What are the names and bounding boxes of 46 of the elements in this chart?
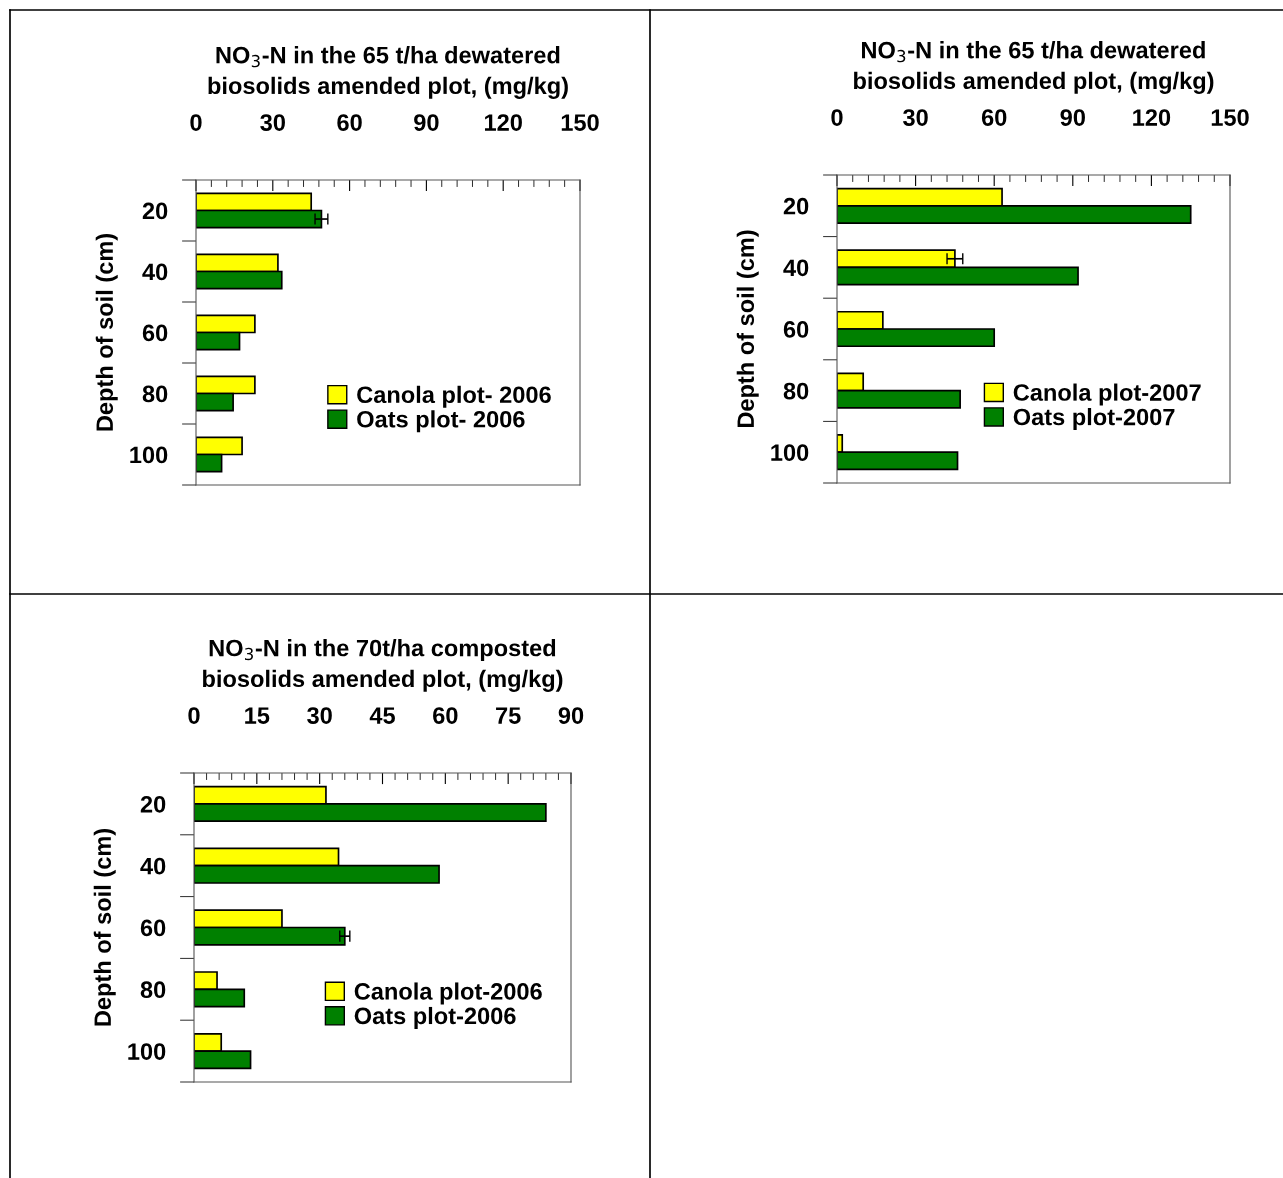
y-tick-label: 40 (142, 263, 168, 281)
x-tick-label: 0 (190, 114, 202, 131)
x-tick-label: 30 (307, 707, 332, 724)
y-axis-title: Depth of soil (cm) (95, 233, 118, 431)
x-tick-label: 60 (433, 707, 458, 724)
y-tick-label: 80 (783, 382, 809, 400)
y-tick-label: 80 (140, 981, 166, 999)
chart-title: NO$_{3}$-N in the 65 t/ha dewatered biosolids amended plot, (mg/kg) (854, 41, 1214, 94)
x-tick-label: 120 (484, 114, 522, 131)
y-tick-label: 80 (142, 385, 168, 403)
y-tick-label: 20 (783, 197, 809, 215)
x-tick-label: 60 (337, 114, 362, 131)
x-tick-label: 150 (1211, 109, 1249, 126)
x-tick-label: 30 (260, 114, 285, 131)
y-tick-label: 60 (783, 321, 809, 338)
x-tick-label: 60 (981, 109, 1007, 126)
x-tick-label: 0 (188, 707, 200, 724)
legend-label: Oats plot- 2006 (357, 410, 525, 433)
x-tick-label: 15 (245, 707, 270, 724)
x-tick-label: 120 (1133, 109, 1171, 126)
y-tick-label: 100 (128, 1043, 166, 1060)
chart-title: NO$_{3}$-N in the 65 t/ha dewatered biosolids amended plot, (mg/kg) (208, 46, 568, 99)
y-tick-label: 20 (142, 202, 168, 220)
y-tick-label: 100 (130, 446, 168, 464)
legend-label: Canola plot- 2006 (357, 385, 551, 408)
y-tick-label: 20 (140, 795, 166, 813)
y-tick-label: 40 (140, 857, 166, 875)
y-tick-label: 60 (140, 919, 166, 937)
x-tick-label: 150 (561, 114, 599, 131)
y-axis-title: Depth of soil (cm) (93, 828, 116, 1026)
x-tick-label: 0 (831, 109, 843, 126)
x-tick-label: 75 (496, 707, 521, 724)
y-tick-label: 60 (142, 324, 168, 342)
x-tick-label: 30 (903, 109, 928, 126)
y-tick-label: 100 (771, 444, 809, 461)
y-axis-title: Depth of soil (cm) (736, 230, 759, 428)
legend-label: Canola plot-2006 (354, 982, 542, 1005)
legend-label: Oats plot-2006 (354, 1006, 516, 1029)
chart-title: NO$_{3}$-N in the 70t/ha composted biosolids amended plot, (mg/kg) (203, 639, 563, 692)
x-tick-label: 45 (369, 707, 395, 724)
x-tick-label: 90 (1060, 109, 1085, 126)
y-tick-label: 40 (783, 259, 809, 277)
legend-label: Oats plot-2007 (1013, 408, 1175, 431)
x-tick-label: 90 (558, 707, 584, 724)
x-tick-label: 90 (414, 114, 439, 131)
legend-label: Canola plot-2007 (1013, 383, 1201, 406)
